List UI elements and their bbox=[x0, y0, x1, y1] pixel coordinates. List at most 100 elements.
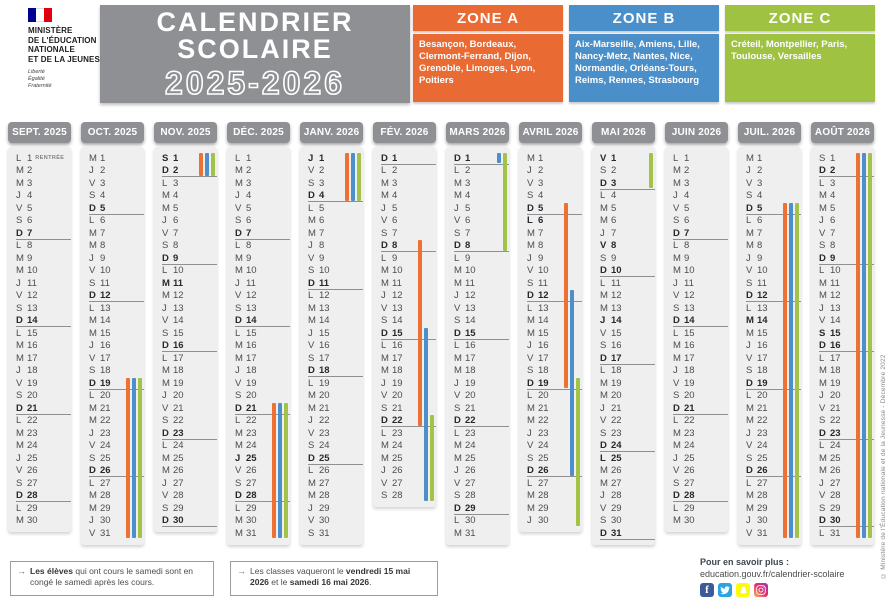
day-number: 25 bbox=[173, 452, 184, 464]
day-number: 6 bbox=[465, 215, 471, 227]
day-row: V 10 bbox=[527, 265, 582, 278]
day-row: D 12 bbox=[527, 290, 582, 303]
day-number: 13 bbox=[611, 302, 622, 314]
day-row: M 17 bbox=[381, 352, 436, 365]
weekday-letter: L bbox=[308, 465, 314, 477]
day-number: 6 bbox=[538, 215, 544, 227]
day-number: 15 bbox=[27, 327, 38, 339]
weekday-letter: M bbox=[673, 265, 681, 277]
day-row: S 20 bbox=[16, 390, 71, 403]
weekday-letter: J bbox=[308, 502, 313, 514]
weekday-letter: J bbox=[527, 252, 532, 264]
day-row: V 29 bbox=[600, 502, 655, 515]
weekday-letter: M bbox=[162, 452, 170, 464]
weekday-letter: L bbox=[600, 190, 606, 202]
holiday-bar-zone-a bbox=[564, 202, 568, 388]
weekday-letter: V bbox=[16, 465, 23, 477]
day-number: 3 bbox=[173, 177, 179, 189]
day-row: L 13 bbox=[89, 302, 144, 315]
day-row: M 11 bbox=[454, 277, 509, 290]
day-row: M 22 bbox=[527, 415, 582, 428]
instagram-icon[interactable] bbox=[754, 583, 768, 597]
day-number: 26 bbox=[319, 465, 330, 477]
day-number: 13 bbox=[684, 302, 695, 314]
day-row: D 30 bbox=[162, 515, 217, 528]
weekday-letter: M bbox=[162, 190, 170, 202]
weekday-letter: D bbox=[16, 490, 23, 502]
day-row: V 26 bbox=[16, 465, 71, 478]
day-row: M 21 bbox=[746, 402, 801, 415]
day-row: V 10 bbox=[746, 265, 801, 278]
day-number: 12 bbox=[757, 290, 768, 302]
snapchat-icon[interactable] bbox=[736, 583, 750, 597]
day-number: 11 bbox=[757, 277, 767, 289]
weekday-letter: S bbox=[162, 240, 169, 252]
weekday-letter: L bbox=[162, 265, 168, 277]
day-number: 2 bbox=[100, 165, 106, 177]
day-number: 24 bbox=[319, 440, 330, 452]
day-number: 13 bbox=[538, 302, 549, 314]
school-years: 2025-2026 bbox=[164, 65, 346, 101]
day-number: 26 bbox=[757, 465, 768, 477]
month-header: AVRIL 2026 bbox=[519, 122, 582, 143]
facebook-icon[interactable]: f bbox=[700, 583, 714, 597]
day-row: M 29 bbox=[746, 502, 801, 515]
day-number: 23 bbox=[684, 427, 695, 439]
weekday-letter: V bbox=[89, 352, 96, 364]
day-number: 26 bbox=[392, 465, 403, 477]
weekday-letter: M bbox=[746, 402, 754, 414]
day-number: 20 bbox=[100, 390, 111, 402]
month-days: M 1 J 2 V 3 S 4 D 5 L 6 M 7 M 8 J 9 V 10 S 11 D 12 L 13 M 14 M 15 J 16 V… bbox=[81, 147, 144, 545]
day-row: J 11 bbox=[235, 277, 290, 290]
day-row: M 12 bbox=[162, 290, 217, 303]
day-row: J 21 bbox=[600, 402, 655, 415]
day-row: M 20 bbox=[600, 390, 655, 403]
day-row: M 16 bbox=[16, 340, 71, 353]
day-number: 14 bbox=[319, 315, 330, 327]
day-row: L 10 bbox=[819, 265, 874, 278]
day-number: 18 bbox=[392, 365, 403, 377]
month-days: S 1 D 2 L 3 M 4 M 5 J 6 V 7 S 8 D 9 L 10 M 11 M 12 J 13 V 14 S 15 D 16 L… bbox=[811, 147, 874, 545]
day-number: 11 bbox=[246, 277, 256, 289]
day-number: 9 bbox=[757, 252, 763, 264]
day-row: J 20 bbox=[162, 390, 217, 403]
weekday-letter: L bbox=[308, 377, 314, 389]
weekday-letter: V bbox=[673, 465, 680, 477]
day-row: M 15 bbox=[89, 327, 144, 340]
day-row: D 23 bbox=[162, 427, 217, 440]
weekday-letter: V bbox=[162, 315, 169, 327]
day-row: V 12 bbox=[235, 290, 290, 303]
weekday-letter: S bbox=[89, 277, 96, 289]
day-row: S 21 bbox=[454, 402, 509, 415]
day-row: D 15 bbox=[454, 327, 509, 340]
day-number: 15 bbox=[173, 327, 184, 339]
weekday-letter: V bbox=[527, 265, 534, 277]
month-header: DÉC. 2025 bbox=[227, 122, 290, 143]
calendar-url[interactable]: education.gouv.fr/calendrier-scolaire bbox=[700, 569, 845, 579]
twitter-icon[interactable] bbox=[718, 583, 732, 597]
day-number: 20 bbox=[465, 390, 476, 402]
day-row: D 26 bbox=[527, 465, 582, 478]
day-row: M 30 bbox=[16, 515, 71, 528]
weekday-letter: D bbox=[381, 327, 388, 339]
day-number: 7 bbox=[465, 227, 471, 239]
holiday-bar-zone-c bbox=[795, 202, 799, 538]
weekday-letter: M bbox=[162, 365, 170, 377]
day-number: 22 bbox=[757, 415, 768, 427]
day-row: S 20 bbox=[235, 390, 290, 403]
day-row: L 27 bbox=[527, 477, 582, 490]
day-number: 27 bbox=[173, 477, 184, 489]
day-row: D 17 bbox=[600, 352, 655, 365]
weekday-letter: S bbox=[819, 327, 826, 339]
weekday-letter: D bbox=[527, 202, 534, 214]
weekday-letter: L bbox=[381, 427, 387, 439]
weekday-letter: L bbox=[381, 340, 387, 352]
day-number: 26 bbox=[173, 465, 184, 477]
weekday-letter: S bbox=[235, 477, 242, 489]
day-number: 22 bbox=[684, 415, 695, 427]
weekday-letter: V bbox=[89, 527, 96, 539]
